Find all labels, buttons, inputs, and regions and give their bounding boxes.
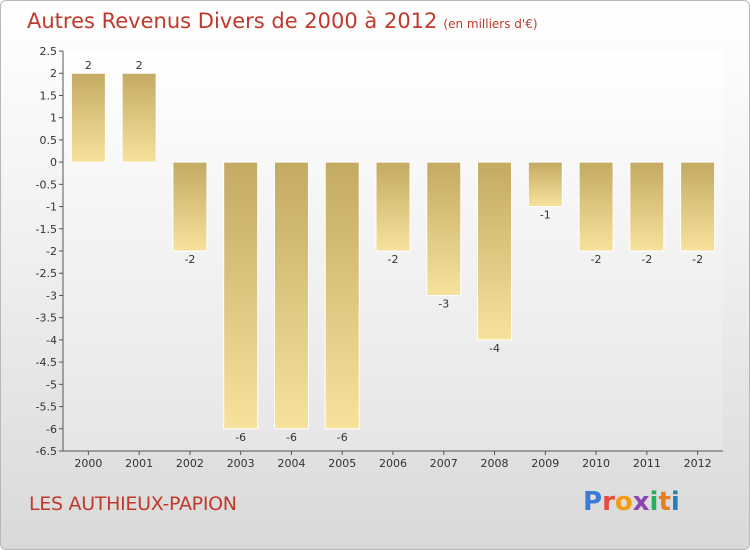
x-tick-label: 2011 (633, 457, 661, 470)
data-label: -2 (591, 253, 602, 266)
x-tick-label: 2007 (430, 457, 458, 470)
y-tick-label: -2.5 (36, 267, 57, 280)
x-tick-label: 2012 (684, 457, 712, 470)
data-label: -2 (388, 253, 399, 266)
y-tick-label: -4 (46, 334, 57, 347)
title-text: Autres Revenus Divers de 2000 à 2012 (27, 9, 438, 33)
x-tick-label: 2002 (176, 457, 204, 470)
data-label: -4 (489, 342, 500, 355)
y-tick-label: -5.5 (36, 401, 57, 414)
bar-2011 (629, 161, 665, 252)
place-name: LES AUTHIEUX-PAPION (29, 493, 237, 515)
y-tick-label: -4.5 (36, 356, 57, 369)
bar-2003 (223, 161, 259, 430)
bar-2000 (70, 72, 106, 163)
title-unit: (en milliers d'€) (443, 17, 538, 31)
y-tick-label: 0.5 (40, 134, 58, 147)
logo-letter: t (658, 487, 671, 517)
data-label: -6 (235, 431, 246, 444)
y-tick-label: 2 (50, 67, 57, 80)
logo-letter: o (614, 487, 633, 517)
bar-2008 (477, 161, 513, 341)
data-label: -2 (692, 253, 703, 266)
x-tick-label: 2008 (481, 457, 509, 470)
bar-2012 (680, 161, 716, 252)
y-tick-label: -1 (46, 201, 57, 214)
data-label: 2 (136, 59, 143, 72)
proxiti-logo: Proxiti (583, 487, 680, 517)
y-tick-label: 2.5 (40, 45, 58, 58)
x-tick-label: 2006 (379, 457, 407, 470)
logo-letter: P (583, 487, 603, 517)
data-label: -2 (641, 253, 652, 266)
logo-letter: i (670, 487, 680, 517)
x-tick-label: 2004 (277, 457, 305, 470)
y-tick-label: -5 (46, 378, 57, 391)
x-tick-label: 2000 (74, 457, 102, 470)
y-tick-label: -2 (46, 245, 57, 258)
x-tick-label: 2009 (531, 457, 559, 470)
bar-2001 (121, 72, 157, 163)
y-tick-label: 1 (50, 112, 57, 125)
data-label: 2 (85, 59, 92, 72)
bar-2005 (324, 161, 360, 430)
y-tick-label: -6 (46, 423, 57, 436)
logo-letter: i (649, 487, 659, 517)
logo-letter: r (602, 487, 615, 517)
y-tick-label: -6.5 (36, 445, 57, 458)
bar-2009 (527, 161, 563, 208)
x-tick-label: 2005 (328, 457, 356, 470)
bar-2010 (578, 161, 614, 252)
y-tick-label: 0 (50, 156, 57, 169)
data-label: -2 (184, 253, 195, 266)
y-tick-label: 1.5 (40, 89, 58, 102)
y-tick-label: -0.5 (36, 178, 57, 191)
logo-letter: x (632, 487, 650, 517)
data-label: -1 (540, 209, 551, 222)
x-tick-label: 2001 (125, 457, 153, 470)
y-tick-label: -3 (46, 289, 57, 302)
data-label: -6 (337, 431, 348, 444)
data-label: -3 (438, 297, 449, 310)
bar-2002 (172, 161, 208, 252)
chart-title: Autres Revenus Divers de 2000 à 2012 (en … (27, 9, 538, 33)
x-tick-label: 2010 (582, 457, 610, 470)
bar-2007 (426, 161, 462, 296)
bar-2006 (375, 161, 411, 252)
data-label: -6 (286, 431, 297, 444)
bar-2004 (273, 161, 309, 430)
x-tick-label: 2003 (227, 457, 255, 470)
y-tick-label: -3.5 (36, 312, 57, 325)
y-tick-label: -1.5 (36, 223, 57, 236)
